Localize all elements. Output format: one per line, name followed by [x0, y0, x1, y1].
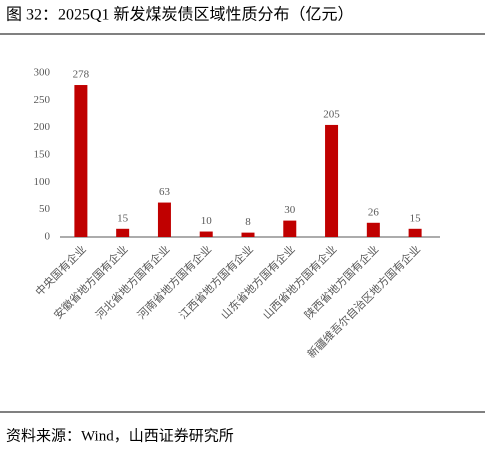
data-label: 30 — [284, 204, 296, 216]
bar — [325, 124, 339, 237]
y-tick-label: 0 — [45, 231, 51, 243]
y-tick-label: 300 — [34, 67, 51, 79]
x-tick-label: 安徽省地方国有企业 — [51, 242, 131, 322]
bar — [199, 231, 213, 237]
y-tick-label: 100 — [34, 176, 51, 188]
x-tick-label: 山东省地方国有企业 — [218, 242, 298, 322]
data-label: 26 — [368, 206, 380, 218]
bar — [74, 85, 88, 237]
bar — [408, 228, 422, 237]
bar — [241, 232, 255, 237]
source: 资料来源：Wind，山西证券研究所 — [6, 427, 234, 444]
data-label: 8 — [245, 216, 251, 228]
data-label: 15 — [117, 212, 129, 224]
y-tick-label: 200 — [34, 121, 51, 133]
chart-title: 图 32：2025Q1 新发煤炭债区域性质分布（亿元） — [6, 6, 354, 24]
data-label: 63 — [159, 186, 171, 198]
y-tick-label: 50 — [39, 203, 51, 215]
x-tick-label: 山西省地方国有企业 — [260, 242, 340, 322]
x-tick-label: 江西省地方国有企业 — [176, 242, 256, 322]
y-tick-label: 150 — [34, 149, 51, 161]
x-tick-label: 河北省地方国有企业 — [92, 242, 172, 322]
data-label: 278 — [73, 69, 90, 81]
data-label: 10 — [201, 215, 213, 227]
y-tick-label: 250 — [34, 94, 51, 106]
bar — [283, 220, 297, 237]
x-tick-label: 陕西省地方国有企业 — [301, 242, 381, 322]
bar — [116, 228, 130, 237]
bar — [366, 222, 380, 237]
data-label: 205 — [323, 108, 340, 120]
x-tick-label: 河南省地方国有企业 — [134, 242, 214, 322]
data-label: 15 — [410, 212, 422, 224]
bar — [157, 202, 171, 237]
